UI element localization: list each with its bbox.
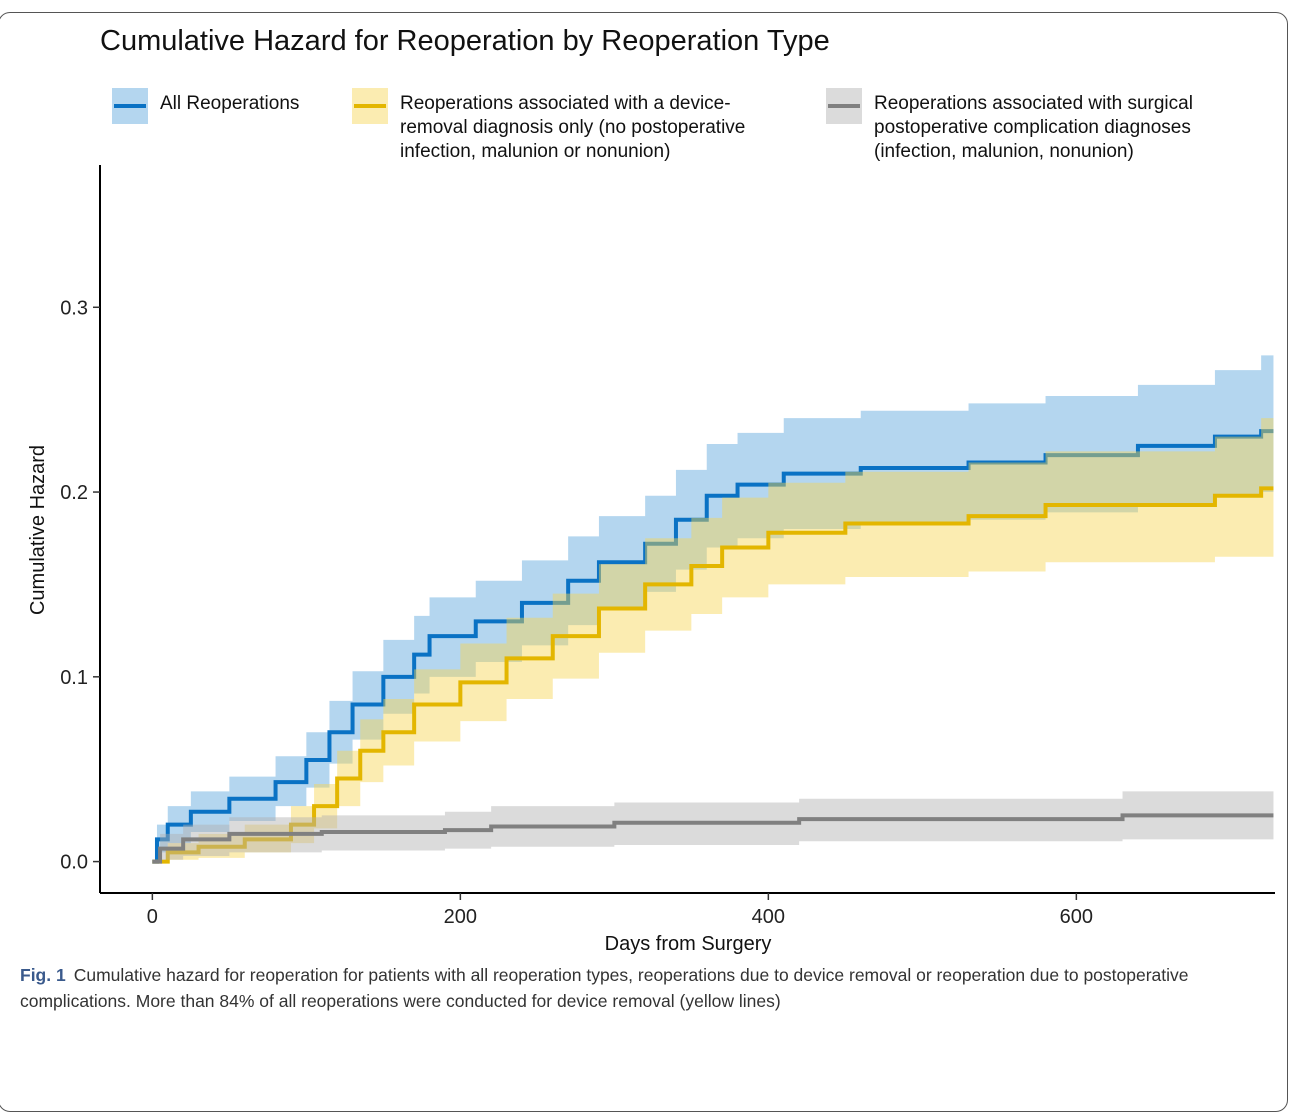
confidence-band <box>152 355 1274 862</box>
legend-item: Reoperations associated with surgical po… <box>826 88 1246 164</box>
legend-item: Reoperations associated with a device-re… <box>352 88 826 164</box>
legend-item: All Reoperations <box>112 88 352 164</box>
legend-key <box>112 88 148 124</box>
chart-title: Cumulative Hazard for Reoperation by Reo… <box>100 25 830 57</box>
x-tick-label: 400 <box>752 906 785 928</box>
page: Cumulative Hazard for Reoperation by Reo… <box>0 12 1288 1112</box>
y-tick-label: 0.2 <box>60 482 88 504</box>
chart: Cumulative Hazard for Reoperation by Reo… <box>27 25 1275 955</box>
x-tick-label: 200 <box>444 906 477 928</box>
confidence-band <box>152 791 1274 862</box>
y-tick-label: 0.3 <box>60 297 88 319</box>
caption: Fig. 1 Cumulative hazard for reoperation … <box>20 962 1250 1014</box>
legend-key <box>352 88 388 124</box>
legend-key <box>826 88 862 124</box>
confidence-band <box>152 418 1274 862</box>
hazard-line <box>152 813 1274 864</box>
y-tick-label: 0.1 <box>60 667 88 689</box>
x-axis-label: Days from Surgery <box>605 933 772 955</box>
x-tick-label: 0 <box>147 906 158 928</box>
legend-label: Reoperations associated with surgical po… <box>874 93 1193 162</box>
caption-label: Fig. 1 <box>20 965 66 985</box>
legend-label: All Reoperations <box>160 93 300 114</box>
y-tick-label: 0.0 <box>60 852 88 874</box>
y-axis-label: Cumulative Hazard <box>27 445 49 615</box>
legend: All Reoperations Reoperations associated … <box>112 88 1246 164</box>
caption-text: Cumulative hazard for reoperation for pa… <box>20 965 1189 1011</box>
legend-label: Reoperations associated with a device-re… <box>400 93 746 162</box>
x-tick-label: 600 <box>1060 906 1093 928</box>
hazard-line <box>152 429 1274 864</box>
